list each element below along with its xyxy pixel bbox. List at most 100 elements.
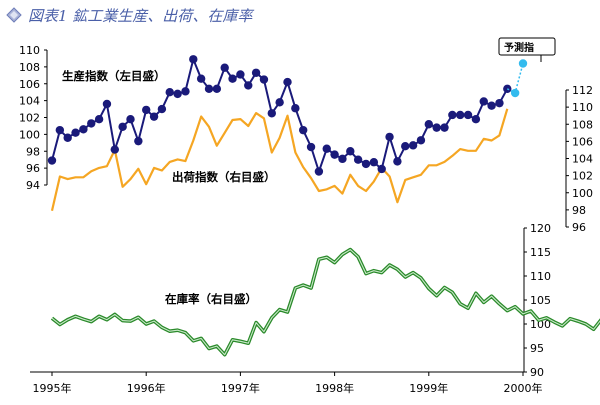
- production-point: [110, 145, 120, 154]
- production-point: [401, 141, 410, 151]
- shipments-series-label: 出荷指数（右目盛）: [172, 170, 276, 184]
- upper-panel: 94 96 98 100 102 104 106 108 110 96 98 100 102 104 10…: [19, 37, 593, 234]
- production-point: [487, 101, 496, 110]
- production-point: [181, 87, 190, 96]
- production-point: [220, 63, 229, 72]
- production-point: [102, 99, 112, 109]
- production-point: [299, 125, 308, 135]
- production-point: [134, 136, 143, 146]
- right-tick-label: 100: [572, 187, 593, 200]
- x-tick-label: 1996年: [127, 381, 166, 395]
- x-tick-label: 1998年: [315, 381, 354, 395]
- production-point: [47, 156, 57, 165]
- production-point: [322, 144, 331, 153]
- production-point: [338, 154, 347, 164]
- right-tick-label: 112: [572, 84, 593, 97]
- production-point: [432, 123, 441, 132]
- x-tick-label: 1995年: [33, 381, 72, 395]
- production-point: [79, 125, 88, 134]
- production-point: [393, 157, 402, 166]
- right-tick-label: 110: [572, 101, 593, 114]
- production-point: [408, 141, 418, 150]
- production-point: [361, 159, 371, 169]
- left-tick-label: 100: [19, 128, 40, 141]
- production-point: [212, 84, 222, 94]
- production-point: [55, 125, 65, 135]
- forecast-callout-label: 予測指: [504, 41, 534, 54]
- production-point: [118, 122, 127, 131]
- x-tick-label: 2000年: [504, 381, 543, 395]
- forecast-point: [510, 88, 520, 98]
- left-tick-label: 102: [19, 112, 40, 125]
- right-tick-label: 102: [572, 170, 593, 183]
- left-tick-label: 106: [19, 78, 40, 91]
- x-axis: 1995年 1996年 1997年 1998年 1999年 2000年: [30, 371, 543, 395]
- production-point: [196, 74, 206, 83]
- left-tick-label: 94: [26, 179, 40, 192]
- production-point: [63, 133, 72, 142]
- right-tick-label: 115: [530, 246, 551, 259]
- production-point: [149, 112, 159, 121]
- right-tick-label: 100: [530, 318, 551, 331]
- production-point: [314, 167, 324, 176]
- x-axis-ticks: 1995年 1996年 1997年 1998年 1999年 2000年: [33, 372, 543, 395]
- lower-panel: 90 95 100 105 110 115 120 在庫率（右目盛）: [50, 222, 600, 379]
- production-point: [424, 120, 433, 129]
- right-tick-label: 90: [530, 366, 544, 379]
- production-point: [377, 164, 386, 174]
- production-point: [228, 74, 237, 83]
- production-point: [189, 55, 198, 64]
- production-point: [275, 98, 284, 107]
- left-tick-label: 96: [26, 162, 40, 175]
- left-tick-label: 104: [19, 95, 40, 108]
- forecast-callout: 予測指: [498, 37, 556, 62]
- production-point: [126, 114, 135, 124]
- production-point: [330, 150, 339, 159]
- inventory-line-highlight: [51, 249, 600, 356]
- production-point: [236, 70, 245, 79]
- right-tick-label: 98: [572, 204, 586, 217]
- left-axis-ticks: 94 96 98 100 102 104 106 108 110: [19, 44, 47, 192]
- production-point: [142, 105, 151, 115]
- forecast-series: [506, 59, 528, 98]
- right-axis-ticks-bottom: 90 95 100 105 110 115 120: [524, 222, 551, 379]
- production-point: [479, 97, 488, 106]
- production-point: [495, 98, 504, 108]
- right-axis-ticks-top: 96 98 100 102 104 106 108 110 112: [566, 84, 593, 234]
- production-point: [94, 114, 104, 124]
- production-point: [306, 142, 316, 152]
- left-tick-label: 98: [26, 145, 40, 158]
- production-point: [204, 84, 214, 94]
- production-point: [448, 110, 457, 120]
- production-point: [87, 119, 96, 128]
- shipments-series: [50, 108, 509, 211]
- forecast-point: [518, 59, 528, 68]
- production-point: [251, 68, 261, 77]
- inventory-series-label: 在庫率（右目盛）: [165, 292, 257, 306]
- production-point: [369, 158, 379, 167]
- production-point: [283, 77, 292, 87]
- production-point: [346, 147, 355, 156]
- title-area: 図表1 鉱工業生産、出荷、在庫率: [6, 7, 254, 25]
- production-point: [267, 109, 276, 118]
- right-tick-label: 104: [572, 153, 593, 166]
- production-point: [165, 87, 174, 97]
- x-tick-label: 1999年: [409, 381, 448, 395]
- right-tick-label: 96: [572, 221, 586, 234]
- production-point: [173, 89, 182, 99]
- production-point: [157, 104, 167, 114]
- production-point: [463, 110, 473, 120]
- production-point: [244, 81, 253, 90]
- production-point: [471, 114, 481, 124]
- production-point: [385, 132, 394, 142]
- inventory-series: [50, 247, 600, 357]
- production-point: [416, 136, 426, 145]
- production-point: [353, 155, 363, 164]
- right-tick-label: 110: [530, 270, 551, 283]
- right-tick-label: 120: [530, 222, 551, 235]
- x-tick-label: 1997年: [221, 381, 260, 395]
- diamond-bullet-icon: [6, 7, 22, 23]
- production-point: [291, 104, 300, 113]
- production-point: [259, 75, 269, 84]
- right-tick-label: 105: [530, 294, 551, 307]
